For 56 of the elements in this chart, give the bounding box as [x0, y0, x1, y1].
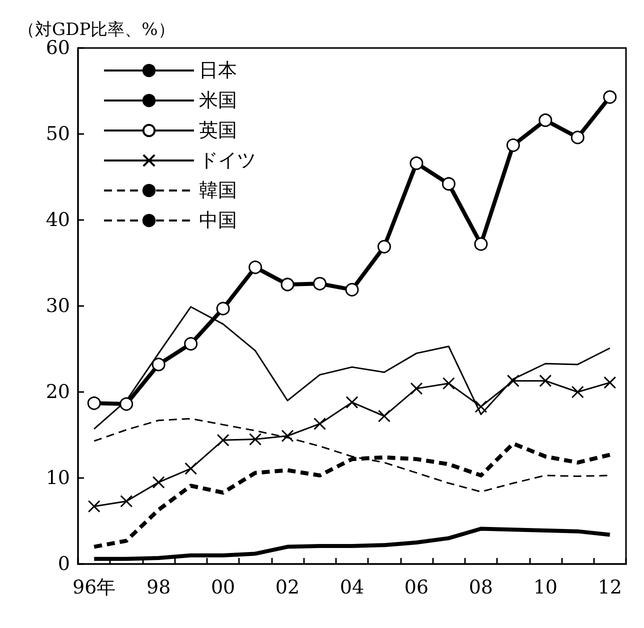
line-series: [92, 526, 612, 561]
point: [216, 302, 230, 316]
point: [604, 376, 616, 389]
point: [346, 396, 358, 409]
legend-label: 中国: [199, 210, 237, 232]
y-tick-label: 10: [46, 467, 70, 489]
point: [184, 337, 198, 351]
point: [88, 500, 100, 513]
x-tick-label: 00: [210, 576, 236, 598]
point: [410, 382, 423, 395]
point: [345, 282, 359, 296]
point: [506, 138, 520, 152]
point: [442, 177, 456, 191]
x-tick-label: 10: [533, 576, 558, 598]
x-tick-label: 08: [468, 576, 494, 598]
point: [603, 90, 617, 104]
point: [378, 240, 391, 254]
legend-label: 日本: [199, 60, 237, 82]
x-tick-label: 06: [404, 576, 429, 598]
x-tick-label: 98: [146, 576, 171, 598]
point: [538, 113, 552, 127]
x-tick-label: 02: [275, 576, 300, 598]
point: [120, 397, 134, 411]
y-tick-label: 30: [46, 295, 70, 317]
y-tick-label: 0: [58, 553, 70, 575]
point: [570, 130, 584, 144]
point: [120, 494, 133, 508]
point: [474, 400, 488, 413]
y-tick-label: 40: [46, 209, 70, 231]
y-tick-label: 50: [46, 123, 70, 145]
x-tick-label: 12: [598, 576, 622, 598]
point: [184, 462, 198, 475]
point: [248, 260, 262, 274]
legend-label: 英国: [199, 120, 237, 142]
point: [216, 434, 230, 446]
legend-label: ドイツ: [199, 150, 256, 172]
point: [442, 377, 455, 390]
point: [280, 278, 294, 292]
point: [410, 156, 424, 170]
point: [314, 418, 326, 430]
point: [571, 386, 584, 398]
point: [281, 430, 294, 442]
point: [506, 374, 520, 388]
y-tick-label: 20: [46, 381, 70, 403]
point: [378, 410, 390, 422]
point: [152, 358, 166, 372]
x-tick-label: 96年: [72, 576, 116, 598]
point: [474, 237, 488, 251]
legend-label: 米国: [199, 90, 237, 112]
point: [152, 476, 165, 489]
legend-label: 韓国: [199, 180, 237, 202]
point: [87, 396, 101, 410]
x-tick-label: 04: [340, 576, 364, 598]
point: [249, 433, 262, 446]
point: [539, 374, 552, 388]
point: [313, 276, 327, 290]
